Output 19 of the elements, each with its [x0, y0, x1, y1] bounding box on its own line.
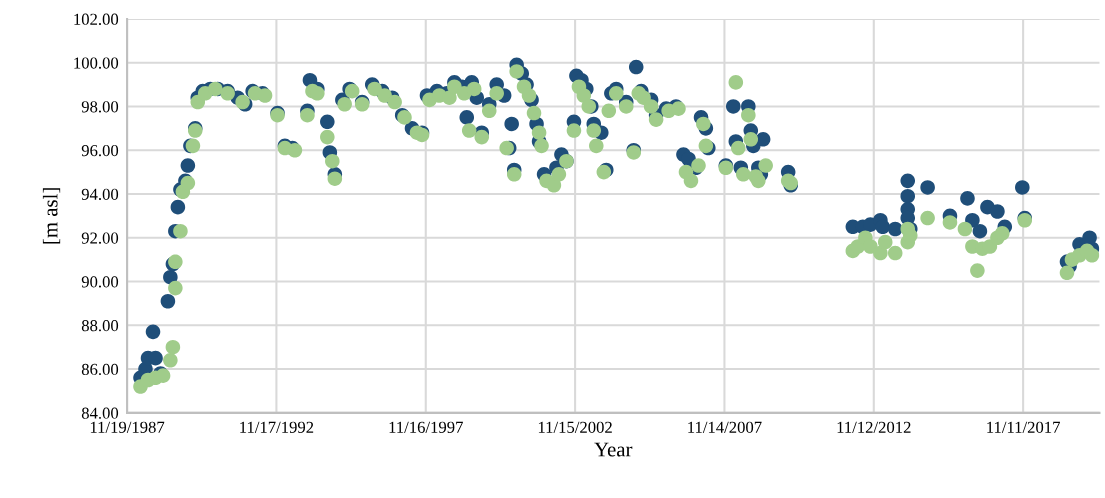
- x-axis-title: Year: [594, 442, 633, 457]
- x-tick-label: 11/16/1997: [389, 421, 463, 433]
- y-tick-label: 102.00: [74, 13, 119, 25]
- x-tick-label: 11/17/1992: [240, 421, 314, 433]
- x-tick-label: 11/14/2007: [688, 421, 762, 433]
- y-tick-label: 92.00: [81, 232, 119, 244]
- y-tick-label: 84.00: [81, 407, 119, 419]
- y-tick-label: 90.00: [81, 276, 119, 288]
- y-tick-label: 96.00: [81, 144, 119, 157]
- x-tick-label: 11/19/1987: [90, 421, 165, 433]
- y-tick-label: 98.00: [81, 101, 119, 113]
- x-tick-label: 11/12/2012: [837, 421, 911, 433]
- y-tick-label: 88.00: [81, 320, 119, 332]
- y-axis-title: [m asl]: [42, 188, 61, 244]
- y-tick-label: 100.00: [74, 57, 119, 69]
- x-tick-label: 11/11/2017: [987, 421, 1060, 433]
- y-tick-label: 86.00: [81, 363, 119, 376]
- x-tick-label: 11/15/2002: [538, 421, 612, 433]
- y-tick-label: 94.00: [81, 188, 119, 201]
